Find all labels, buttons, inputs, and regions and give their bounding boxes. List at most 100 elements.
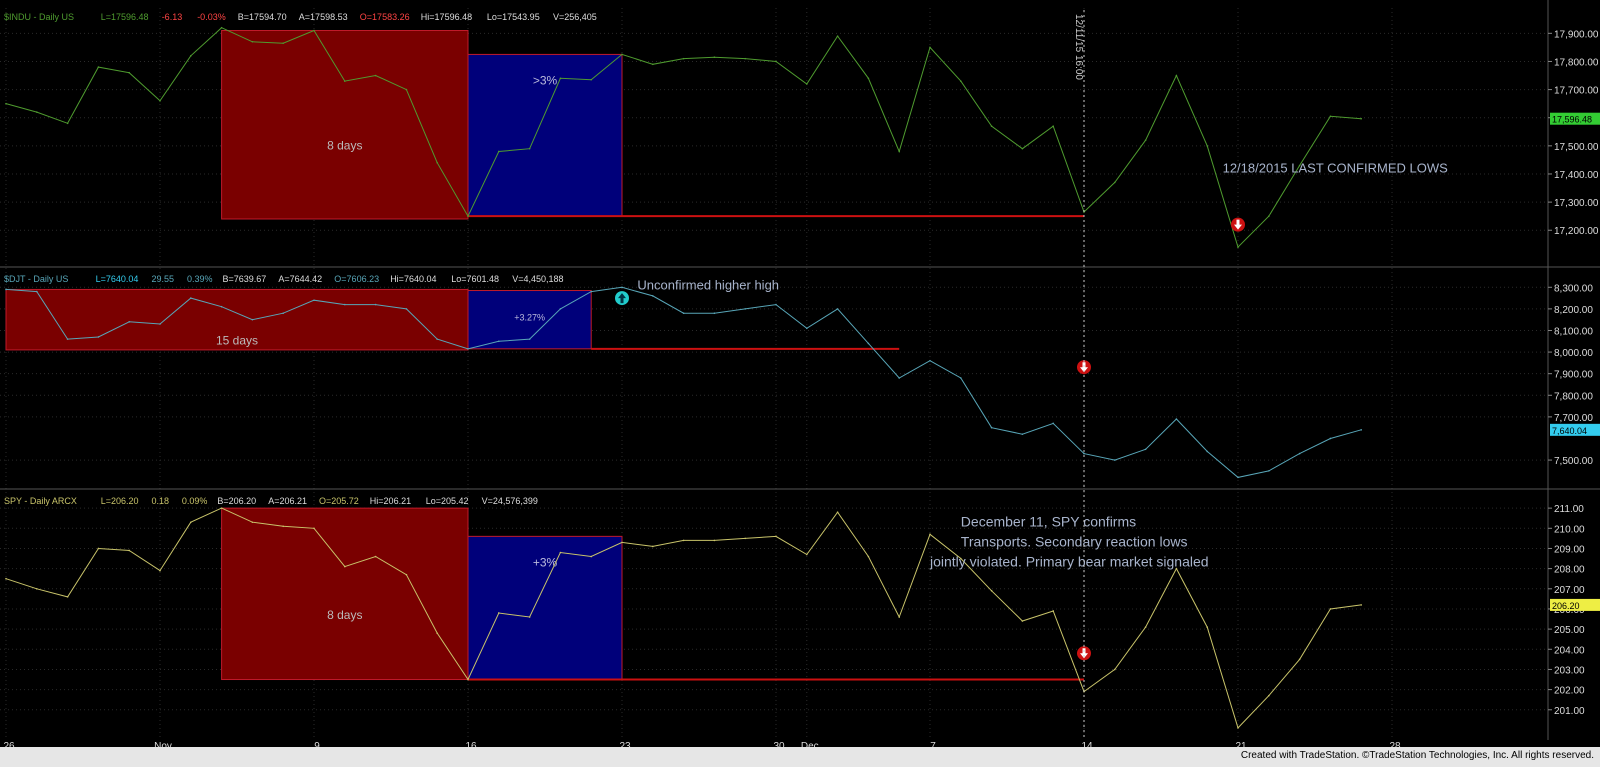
header-bid: B=7639.67 [223,274,267,284]
y-tick-label: 211.00 [1554,504,1584,515]
data-point [713,56,716,59]
header-high: Hi=17596.48 [421,12,472,22]
data-point [66,596,69,598]
y-tick-label: 17,300.00 [1554,198,1599,209]
data-point [960,80,962,82]
data-point [1114,668,1116,671]
header-high: Hi=206.21 [370,496,411,506]
data-point [159,323,161,325]
data-point [867,555,870,558]
data-point [1021,433,1024,435]
y-tick-label: 17,200.00 [1554,226,1599,237]
y-tick-label: 8,200.00 [1554,305,1593,316]
y-tick-label: 7,800.00 [1554,391,1593,402]
header-volume: V=4,450,188 [512,274,563,284]
data-point [1144,448,1147,451]
data-point [590,78,592,81]
data-point [1237,476,1239,479]
x-tick-label: Nov [154,741,172,752]
data-point [282,525,285,528]
last-value-text: 206.20 [1552,601,1580,611]
last-value-text: 7,640.04 [1552,426,1587,436]
pane-header: $INDU - Daily US L=17596.48 -6.13 -0.03% B=1… [4,12,597,22]
data-point [1268,215,1270,217]
blue-box-label: >3% [533,73,558,87]
y-tick-label: 8,000.00 [1554,348,1593,359]
data-point [467,215,469,217]
data-point [898,616,900,618]
data-point [1329,115,1332,118]
header-symbol: SPY - Daily ARCX [4,496,77,506]
y-tick-label: 202.00 [1554,686,1585,697]
data-point [436,161,439,164]
y-tick-label: 8,300.00 [1554,283,1593,294]
data-point [806,327,808,330]
header-last: L=17596.48 [101,12,149,22]
header-symbol: $DJT - Daily US [4,274,68,284]
y-tick-label: 17,400.00 [1554,170,1599,181]
x-tick-label: 30 [773,741,785,752]
data-point [1144,626,1147,628]
data-point [836,511,839,513]
data-point [1329,437,1332,440]
data-point [1052,610,1054,612]
data-point [682,57,685,60]
data-point [652,295,654,297]
data-point [1360,429,1362,431]
data-point [313,527,315,530]
data-point [467,678,469,681]
data-point [1206,145,1208,147]
data-point [374,74,377,77]
data-point [836,35,839,37]
data-point [36,111,38,113]
data-point [66,122,69,125]
data-point [652,545,654,548]
data-point [806,83,808,85]
header-ask: A=17598.53 [299,12,348,22]
header-ask: A=7644.42 [278,274,322,284]
data-point [621,53,623,56]
red-box [5,288,469,351]
data-point [1237,246,1239,248]
data-point [1021,147,1024,150]
header-open: O=7606.23 [334,274,379,284]
data-point [313,29,315,32]
red-box [221,30,469,220]
y-tick-label: 201.00 [1554,706,1585,717]
data-point [1329,608,1332,610]
header-change_pct: 0.09% [182,496,208,506]
data-point [1360,604,1362,606]
data-point [36,290,38,293]
data-point [960,557,962,560]
timestamp-label: 12/11/15 16:00 [1073,14,1084,80]
data-point [682,539,685,542]
data-point [528,147,531,150]
data-point [836,308,839,310]
header-volume: V=256,405 [553,12,597,22]
data-point [1175,74,1178,77]
data-point [898,150,900,153]
y-tick-label: 7,900.00 [1554,370,1593,381]
data-point [159,100,161,102]
data-point [867,342,870,345]
data-point [559,551,562,554]
y-tick-label: 210.00 [1554,524,1585,535]
data-point [313,299,315,302]
data-point [682,312,685,315]
blue-box-label: +3% [533,555,558,569]
data-point [374,555,377,558]
x-tick-label: 7 [930,741,936,752]
last-value-badge [1550,423,1600,436]
data-point [128,71,130,74]
y-tick-label: 17,900.00 [1554,29,1599,40]
data-point [251,521,254,524]
data-point [590,555,592,558]
y-tick-label: 7,700.00 [1554,413,1593,424]
data-point [1175,418,1178,420]
data-point [929,46,931,49]
data-point [405,88,408,91]
x-tick-label: 26 [3,741,15,752]
y-tick-label: 204.00 [1554,645,1585,656]
x-tick-label: 14 [1081,741,1093,752]
credit-text: Created with TradeStation. ©TradeStation… [1240,750,1594,761]
